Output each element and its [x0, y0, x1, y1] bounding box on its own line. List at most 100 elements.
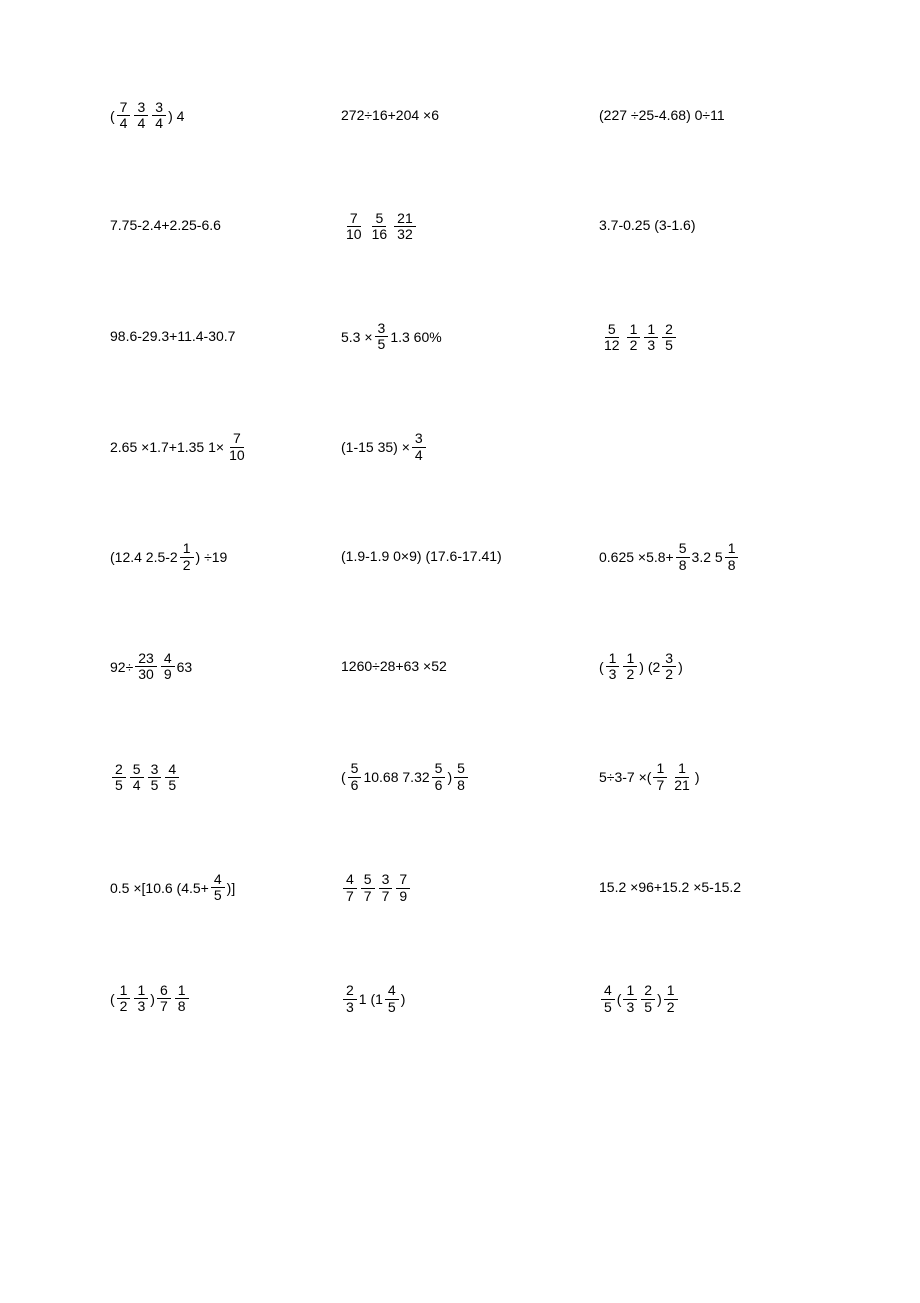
expression-text: (12.4 2.5-2 [110, 549, 178, 565]
fraction-numerator: 1 [725, 541, 739, 557]
expression-column: (74 34 34) 4 [110, 100, 341, 132]
expression-column: 23 1 (1 45) [341, 982, 579, 1015]
fraction-numerator: 2 [641, 983, 655, 999]
expression-text: ( [617, 991, 622, 1007]
expression-text: 1.3 60% [390, 329, 441, 345]
math-expression: 25 54 35 45 [110, 762, 181, 794]
fraction-denominator: 12 [601, 338, 623, 353]
fraction-numerator: 1 [117, 983, 131, 999]
fraction-denominator: 6 [348, 778, 362, 793]
fraction-numerator: 7 [396, 872, 410, 888]
expression-column: (56 10.68 7.32 56) 58 [341, 761, 579, 793]
fraction-denominator: 8 [725, 558, 739, 573]
fraction-denominator: 5 [375, 337, 389, 352]
fraction-numerator: 2 [112, 762, 126, 778]
math-expression: (1.9-1.9 0×9) (17.6-17.41) [341, 548, 502, 564]
fraction: 67 [157, 983, 171, 1015]
expression-column: 272÷16+204 ×6 [341, 107, 579, 125]
fraction: 18 [725, 541, 739, 573]
expression-text: 98.6-29.3+11.4-30.7 [110, 328, 235, 344]
expression-text: 92÷ [110, 659, 133, 675]
math-expression: 7.75-2.4+2.25-6.6 [110, 217, 221, 233]
fraction-denominator: 8 [454, 778, 468, 793]
math-expression: 92÷2330 49 63 [110, 651, 192, 683]
fraction: 516 [369, 211, 391, 243]
fraction-numerator: 7 [230, 431, 244, 447]
fraction: 13 [623, 983, 637, 1015]
fraction-numerator: 7 [117, 100, 131, 116]
math-expression: 272÷16+204 ×6 [341, 107, 439, 123]
fraction-numerator: 1 [606, 651, 620, 667]
expression-text: 0.5 ×[10.6 (4.5+ [110, 880, 209, 896]
fraction-denominator: 30 [135, 667, 157, 682]
fraction: 17 [653, 761, 667, 793]
math-expression: (12 13) 67 18 [110, 983, 191, 1015]
fraction-numerator: 5 [605, 322, 619, 338]
fraction: 45 [385, 983, 399, 1015]
math-expression: (1-15 35) ×34 [341, 431, 428, 463]
fraction: 12 [623, 651, 637, 683]
expression-text: 7.75-2.4+2.25-6.6 [110, 217, 221, 233]
fraction-numerator: 5 [676, 541, 690, 557]
fraction-denominator: 5 [601, 1000, 615, 1015]
fraction: 23 [343, 983, 357, 1015]
math-expression: 0.625 ×5.8+58 3.2 5 18 [599, 541, 740, 573]
fraction-denominator: 2 [623, 667, 637, 682]
expression-text: 15.2 ×96+15.2 ×5-15.2 [599, 879, 741, 895]
fraction-denominator: 5 [165, 778, 179, 793]
fraction: 56 [432, 761, 446, 793]
expression-text: (1.9-1.9 0×9) (17.6-17.41) [341, 548, 502, 564]
math-expression: 45 (13 25) 12 [599, 983, 680, 1015]
fraction: 37 [379, 872, 393, 904]
fraction-denominator: 5 [211, 888, 225, 903]
fraction: 12 [180, 541, 194, 573]
expression-row: 25 54 35 45(56 10.68 7.32 56) 585÷3-7 ×(… [110, 761, 810, 794]
fraction: 13 [644, 322, 658, 354]
expression-column: (1.9-1.9 0×9) (17.6-17.41) [341, 548, 579, 566]
fraction-denominator: 16 [369, 227, 391, 242]
expression-column: 25 54 35 45 [110, 761, 341, 794]
fraction-numerator: 1 [627, 322, 641, 338]
math-expression: (56 10.68 7.32 56) 58 [341, 761, 470, 793]
fraction: 45 [165, 762, 179, 794]
math-expression: (227 ÷25-4.68) 0÷11 [599, 107, 725, 123]
math-expression: 5.3 ×35 1.3 60% [341, 321, 442, 353]
fraction-numerator: 1 [664, 983, 678, 999]
expression-text: 0.625 ×5.8+ [599, 549, 674, 565]
math-expression: 0.5 ×[10.6 (4.5+ 45 )] [110, 872, 235, 904]
math-expression: 3.7-0.25 (3-1.6) [599, 217, 696, 233]
fraction-denominator: 5 [641, 1000, 655, 1015]
expression-text: ) ÷19 [196, 549, 228, 565]
math-expression: 98.6-29.3+11.4-30.7 [110, 328, 235, 344]
fraction-numerator: 3 [379, 872, 393, 888]
expression-column: 0.625 ×5.8+58 3.2 5 18 [579, 541, 810, 573]
fraction-denominator: 5 [385, 1000, 399, 1015]
expression-text: (227 ÷25-4.68) 0÷11 [599, 107, 725, 123]
fraction-denominator: 5 [662, 338, 676, 353]
expression-column: (12 13) 67 18 [110, 983, 341, 1015]
fraction: 35 [148, 762, 162, 794]
math-expression: 512 12 13 25 [599, 322, 678, 354]
fraction: 56 [348, 761, 362, 793]
fraction: 12 [664, 983, 678, 1015]
fraction: 512 [601, 322, 623, 354]
expression-row: 98.6-29.3+11.4-30.75.3 ×35 1.3 60%512 12… [110, 321, 810, 354]
expression-text: ( [110, 108, 115, 124]
fraction-denominator: 2 [662, 667, 676, 682]
fraction-numerator: 2 [662, 322, 676, 338]
fraction: 2132 [394, 211, 416, 243]
fraction-denominator: 3 [623, 1000, 637, 1015]
fraction-denominator: 4 [152, 116, 166, 131]
fraction-denominator: 4 [412, 448, 426, 463]
expression-text: 2.65 ×1.7+1.35 1× [110, 439, 224, 455]
math-expression: 710 516 2132 [341, 211, 418, 243]
math-expression: 2.65 ×1.7+1.35 1×710 [110, 431, 250, 463]
expression-column: 5.3 ×35 1.3 60% [341, 321, 579, 353]
expression-column: 47 57 37 79 [341, 871, 579, 904]
fraction-numerator: 4 [385, 983, 399, 999]
expression-text: ) [401, 991, 406, 1007]
expression-text: ( [599, 659, 604, 675]
fraction-numerator: 1 [175, 983, 189, 999]
fraction-numerator: 1 [623, 983, 637, 999]
fraction-numerator: 4 [161, 651, 175, 667]
